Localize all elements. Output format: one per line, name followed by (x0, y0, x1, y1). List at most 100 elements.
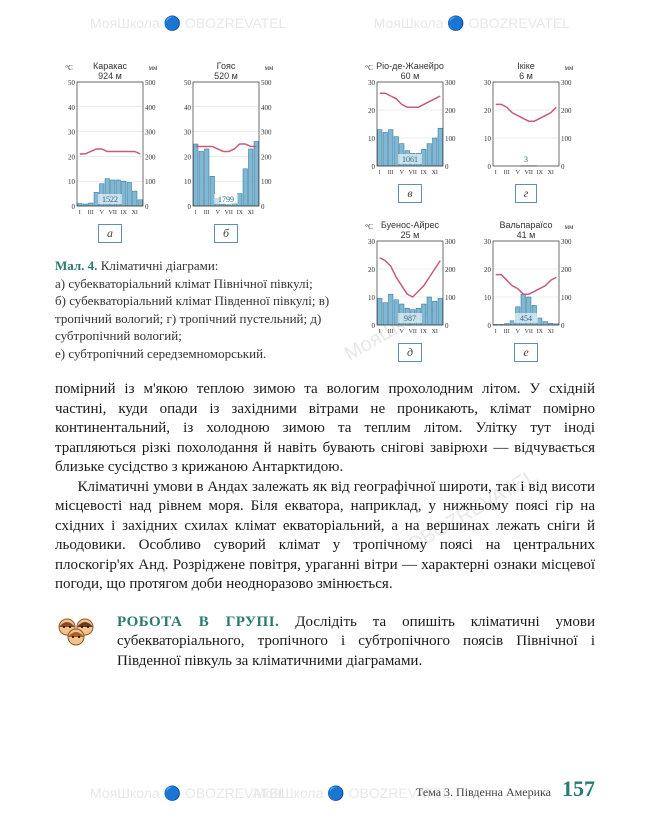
svg-text:I: I (379, 170, 381, 176)
svg-text:III: III (204, 210, 210, 216)
svg-text:924 м: 924 м (98, 71, 122, 81)
svg-text:0: 0 (561, 163, 565, 171)
chart-letter-g: г (515, 184, 538, 203)
svg-text:300: 300 (261, 129, 272, 137)
svg-text:400: 400 (261, 104, 272, 112)
svg-text:Буенос-Айрес: Буенос-Айрес (381, 220, 440, 230)
svg-text:30: 30 (368, 79, 376, 87)
svg-text:IX: IX (421, 329, 428, 335)
svg-text:20: 20 (68, 153, 76, 161)
svg-text:IX: IX (537, 170, 544, 176)
svg-text:VII: VII (109, 210, 117, 216)
svg-text:VII: VII (525, 329, 533, 335)
svg-text:XI: XI (548, 170, 554, 176)
svg-text:100: 100 (445, 294, 456, 302)
svg-text:°C: °C (365, 223, 373, 231)
svg-text:200: 200 (561, 266, 572, 274)
body-paragraphs: помірний із м'якою теплою зимою та волог… (55, 380, 595, 595)
svg-text:20: 20 (368, 266, 376, 274)
svg-text:30: 30 (184, 129, 192, 137)
svg-text:мм: мм (565, 64, 574, 72)
svg-text:1061: 1061 (402, 155, 418, 164)
svg-text:500: 500 (145, 79, 156, 87)
svg-text:50: 50 (184, 79, 192, 87)
svg-text:25 м: 25 м (401, 230, 420, 240)
svg-text:300: 300 (445, 238, 456, 246)
svg-text:Ікіке: Ікіке (517, 61, 534, 71)
svg-text:III: III (88, 210, 94, 216)
svg-text:IX: IX (237, 210, 244, 216)
svg-text:мм: мм (565, 223, 574, 231)
group-work-icon (55, 613, 105, 658)
svg-text:300: 300 (145, 129, 156, 137)
svg-text:10: 10 (368, 135, 376, 143)
svg-text:V: V (400, 329, 405, 335)
svg-text:200: 200 (445, 107, 456, 115)
svg-text:60 м: 60 м (401, 71, 420, 81)
svg-text:100: 100 (145, 178, 156, 186)
svg-text:100: 100 (561, 294, 572, 302)
svg-text:V: V (216, 210, 221, 216)
svg-text:0: 0 (561, 322, 565, 330)
svg-text:3: 3 (524, 155, 528, 164)
svg-text:Каракас: Каракас (93, 61, 127, 71)
svg-text:200: 200 (261, 153, 272, 161)
group-work-text: РОБОТА В ГРУПІ. Дослідіть та опишіть клі… (117, 613, 595, 672)
svg-text:400: 400 (145, 104, 156, 112)
svg-text:30: 30 (484, 79, 492, 87)
svg-text:100: 100 (561, 135, 572, 143)
svg-text:мм: мм (149, 64, 158, 72)
svg-text:50: 50 (68, 79, 76, 87)
svg-text:I: I (495, 170, 497, 176)
svg-text:Ріо-де-Жанейро: Ріо-де-Жанейро (376, 61, 444, 71)
svg-text:0: 0 (188, 203, 192, 211)
svg-text:100: 100 (445, 135, 456, 143)
climate-chart-b: Гояс520 ммм010203040500100200300400500II… (171, 60, 281, 247)
svg-text:41 м: 41 м (517, 230, 536, 240)
svg-text:520 м: 520 м (214, 71, 238, 81)
svg-text:20: 20 (368, 107, 376, 115)
svg-text:IX: IX (121, 210, 128, 216)
svg-text:30: 30 (484, 238, 492, 246)
svg-text:20: 20 (484, 266, 492, 274)
svg-text:10: 10 (68, 178, 76, 186)
chart-letter-d: д (398, 343, 422, 362)
svg-text:0: 0 (145, 203, 149, 211)
svg-text:200: 200 (561, 107, 572, 115)
svg-text:IX: IX (537, 329, 544, 335)
svg-text:0: 0 (445, 163, 449, 171)
svg-text:10: 10 (368, 294, 376, 302)
svg-text:°C: °C (365, 64, 373, 72)
svg-text:III: III (388, 170, 394, 176)
svg-text:V: V (516, 329, 521, 335)
figure-caption: Мал. 4. Кліматичні діаграми: а) субекват… (55, 257, 355, 362)
svg-text:V: V (400, 170, 405, 176)
svg-text:I: I (79, 210, 81, 216)
svg-text:VII: VII (225, 210, 233, 216)
svg-text:200: 200 (145, 153, 156, 161)
svg-text:500: 500 (261, 79, 272, 87)
svg-text:XI: XI (248, 210, 254, 216)
svg-text:°C: °C (65, 64, 73, 72)
chart-letter-v: в (398, 184, 421, 203)
svg-text:мм: мм (265, 64, 274, 72)
chart-letter-e: е (514, 343, 537, 362)
svg-text:1522: 1522 (102, 195, 118, 204)
svg-text:XI: XI (432, 329, 438, 335)
page-footer: Тема 3. Південна Америка 157 (416, 776, 595, 802)
svg-text:III: III (388, 329, 394, 335)
svg-text:I: I (495, 329, 497, 335)
svg-text:1799: 1799 (218, 195, 234, 204)
svg-text:40: 40 (68, 104, 76, 112)
watermark: МояШкола 🔵 OBOZREVATEL (90, 785, 286, 802)
svg-text:10: 10 (184, 178, 192, 186)
svg-text:100: 100 (261, 178, 272, 186)
svg-text:III: III (504, 329, 510, 335)
svg-text:III: III (504, 170, 510, 176)
svg-text:XI: XI (132, 210, 138, 216)
svg-text:I: I (379, 329, 381, 335)
svg-text:300: 300 (561, 238, 572, 246)
svg-text:10: 10 (484, 135, 492, 143)
svg-text:Вальпараїсо: Вальпараїсо (500, 220, 553, 230)
climate-chart-e: Вальпараїсо41 ммм01020300100200300IIIIVV… (471, 219, 581, 366)
